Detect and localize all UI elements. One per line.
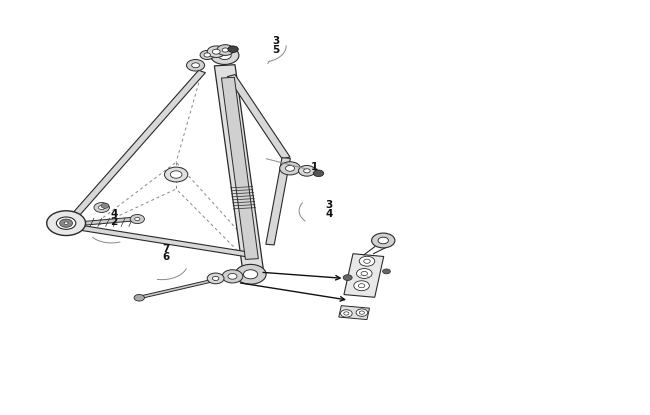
Circle shape bbox=[356, 309, 368, 316]
Circle shape bbox=[354, 281, 369, 290]
Circle shape bbox=[94, 203, 109, 212]
Circle shape bbox=[135, 217, 140, 221]
Text: 4: 4 bbox=[325, 209, 332, 219]
Circle shape bbox=[343, 275, 352, 281]
Circle shape bbox=[192, 63, 200, 68]
Circle shape bbox=[134, 295, 144, 301]
Text: 3: 3 bbox=[325, 200, 332, 210]
Circle shape bbox=[60, 219, 73, 227]
Circle shape bbox=[313, 170, 324, 177]
Circle shape bbox=[200, 51, 214, 59]
Text: 7: 7 bbox=[162, 244, 169, 254]
Circle shape bbox=[130, 215, 144, 224]
Circle shape bbox=[211, 46, 239, 64]
Polygon shape bbox=[214, 65, 264, 276]
Circle shape bbox=[213, 49, 220, 54]
Circle shape bbox=[364, 259, 370, 263]
Circle shape bbox=[244, 270, 257, 279]
Circle shape bbox=[213, 276, 219, 281]
Text: 3: 3 bbox=[272, 36, 280, 46]
Circle shape bbox=[187, 59, 205, 71]
Circle shape bbox=[98, 205, 105, 210]
Circle shape bbox=[101, 203, 109, 208]
Circle shape bbox=[228, 46, 239, 53]
Polygon shape bbox=[222, 77, 258, 259]
Circle shape bbox=[47, 211, 86, 236]
Circle shape bbox=[64, 222, 68, 225]
Circle shape bbox=[285, 166, 294, 171]
Circle shape bbox=[207, 273, 224, 284]
Circle shape bbox=[280, 162, 300, 175]
Polygon shape bbox=[227, 75, 290, 159]
Circle shape bbox=[383, 269, 391, 274]
Circle shape bbox=[361, 271, 367, 276]
Circle shape bbox=[378, 237, 389, 244]
Circle shape bbox=[204, 53, 211, 57]
Text: 6: 6 bbox=[162, 252, 169, 262]
Polygon shape bbox=[266, 158, 291, 245]
Polygon shape bbox=[339, 305, 369, 320]
Circle shape bbox=[304, 169, 310, 173]
Polygon shape bbox=[69, 70, 205, 220]
Circle shape bbox=[344, 312, 349, 315]
Text: 2: 2 bbox=[110, 217, 118, 227]
Circle shape bbox=[170, 171, 182, 178]
Circle shape bbox=[298, 166, 315, 176]
Circle shape bbox=[358, 284, 365, 288]
Circle shape bbox=[356, 269, 372, 278]
Circle shape bbox=[359, 256, 375, 266]
Polygon shape bbox=[344, 254, 384, 297]
Circle shape bbox=[222, 270, 243, 283]
Circle shape bbox=[217, 45, 234, 55]
Circle shape bbox=[228, 273, 237, 279]
Circle shape bbox=[218, 51, 231, 59]
Text: 4: 4 bbox=[110, 209, 118, 219]
Text: 5: 5 bbox=[272, 44, 280, 54]
Circle shape bbox=[222, 48, 229, 52]
Circle shape bbox=[207, 46, 226, 57]
Text: 1: 1 bbox=[311, 162, 318, 172]
Circle shape bbox=[57, 217, 76, 229]
Circle shape bbox=[235, 264, 266, 284]
Circle shape bbox=[359, 311, 365, 314]
Circle shape bbox=[341, 310, 352, 317]
Polygon shape bbox=[72, 224, 252, 257]
Circle shape bbox=[372, 233, 395, 248]
Circle shape bbox=[164, 167, 188, 182]
Polygon shape bbox=[141, 279, 214, 298]
Polygon shape bbox=[85, 217, 135, 225]
